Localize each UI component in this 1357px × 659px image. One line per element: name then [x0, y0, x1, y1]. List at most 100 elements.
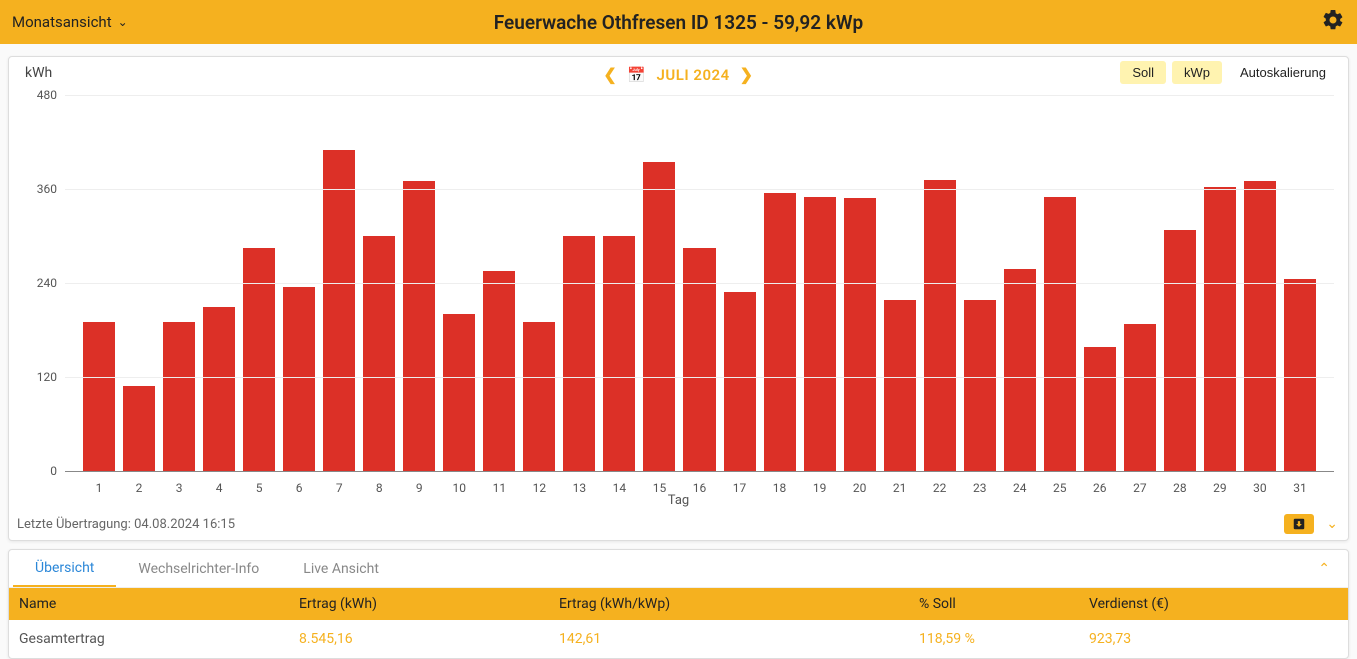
- chart-expand-toggle[interactable]: ⌄: [1326, 516, 1338, 532]
- top-bar: Monatsansicht ⌄ Feuerwache Othfresen ID …: [0, 0, 1357, 44]
- x-tick: 20: [853, 481, 867, 495]
- bar[interactable]: [924, 180, 956, 471]
- bar[interactable]: [1124, 324, 1156, 471]
- bar[interactable]: [363, 236, 395, 471]
- autoscale-toggle[interactable]: Autoskalierung: [1228, 61, 1338, 84]
- x-tick: 15: [653, 481, 667, 495]
- bar[interactable]: [1284, 279, 1316, 471]
- chart-area: 0120240360480123456789101112131415161718…: [65, 95, 1334, 495]
- soll-toggle[interactable]: Soll: [1120, 61, 1166, 84]
- x-tick: 14: [613, 481, 627, 495]
- x-tick: 18: [773, 481, 787, 495]
- gear-icon[interactable]: [1321, 8, 1345, 36]
- bar[interactable]: [724, 292, 756, 471]
- chevron-down-icon: ⌄: [118, 15, 128, 29]
- cell-name: Gesamtertrag: [9, 631, 299, 647]
- cell-ertragkwp: 142,61: [559, 631, 919, 647]
- x-tick: 26: [1093, 481, 1107, 495]
- bar[interactable]: [643, 162, 675, 471]
- month-navigator: ❮ 📅 JULI 2024 ❯: [603, 65, 753, 84]
- next-month-button[interactable]: ❯: [740, 65, 754, 84]
- col-header-verdienst: Verdienst (€): [1089, 596, 1348, 612]
- card-collapse-toggle[interactable]: ⌃: [1318, 561, 1344, 577]
- bar[interactable]: [243, 248, 275, 471]
- x-tick: 1: [96, 481, 103, 495]
- bar[interactable]: [403, 181, 435, 471]
- bar[interactable]: [163, 322, 195, 471]
- x-tick: 5: [256, 481, 263, 495]
- y-tick: 360: [21, 182, 65, 196]
- bar[interactable]: [83, 322, 115, 471]
- bar[interactable]: [764, 193, 796, 471]
- grid-line: [65, 471, 1334, 472]
- bar[interactable]: [1004, 269, 1036, 471]
- cell-ertrag: 8.545,16: [299, 631, 559, 647]
- grid-line: [65, 283, 1334, 284]
- tab-übersicht[interactable]: Übersicht: [13, 550, 116, 587]
- grid-line: [65, 189, 1334, 190]
- x-tick: 24: [1013, 481, 1027, 495]
- last-update-label: Letzte Übertragung: 04.08.2024 16:15: [17, 517, 235, 532]
- col-header-name: Name: [9, 596, 299, 612]
- x-tick: 12: [533, 481, 547, 495]
- x-tick: 6: [296, 481, 303, 495]
- x-tick: 25: [1053, 481, 1067, 495]
- x-tick: 28: [1173, 481, 1187, 495]
- bar[interactable]: [443, 314, 475, 471]
- bar[interactable]: [683, 248, 715, 471]
- y-axis-unit: kWh: [25, 65, 52, 81]
- bar[interactable]: [123, 386, 155, 471]
- bar[interactable]: [283, 287, 315, 471]
- x-tick: 23: [973, 481, 987, 495]
- col-header-ertragkwp: Ertrag (kWh/kWp): [559, 596, 919, 612]
- x-tick: 8: [376, 481, 383, 495]
- bar[interactable]: [483, 271, 515, 471]
- bar[interactable]: [1244, 181, 1276, 471]
- kwp-toggle[interactable]: kWp: [1172, 61, 1222, 84]
- grid-line: [65, 377, 1334, 378]
- bar[interactable]: [203, 307, 235, 472]
- x-tick: 31: [1293, 481, 1307, 495]
- x-axis-title: Tag: [19, 493, 1338, 508]
- bar[interactable]: [884, 300, 916, 471]
- export-button[interactable]: [1284, 514, 1314, 534]
- x-tick: 4: [216, 481, 223, 495]
- x-tick: 3: [176, 481, 183, 495]
- summary-card: ÜbersichtWechselrichter-InfoLive Ansicht…: [8, 549, 1349, 659]
- x-tick: 21: [893, 481, 907, 495]
- calendar-icon[interactable]: 📅: [627, 66, 646, 84]
- x-tick: 27: [1133, 481, 1147, 495]
- view-selector[interactable]: Monatsansicht ⌄: [12, 13, 128, 31]
- bar[interactable]: [964, 300, 996, 471]
- prev-month-button[interactable]: ❮: [603, 65, 617, 84]
- bar[interactable]: [1164, 230, 1196, 471]
- tab-wechselrichter-info[interactable]: Wechselrichter-Info: [116, 550, 281, 587]
- col-header-ertrag: Ertrag (kWh): [299, 596, 559, 612]
- y-tick: 0: [21, 464, 65, 478]
- chart-card: kWh ❮ 📅 JULI 2024 ❯ Soll kWp Autoskalier…: [8, 56, 1349, 541]
- x-tick: 17: [733, 481, 747, 495]
- bar[interactable]: [1044, 197, 1076, 471]
- bar[interactable]: [563, 236, 595, 471]
- cell-verdienst: 923,73: [1089, 631, 1348, 647]
- tab-live-ansicht[interactable]: Live Ansicht: [281, 550, 401, 587]
- bar[interactable]: [844, 198, 876, 471]
- bar[interactable]: [603, 236, 635, 471]
- x-tick: 9: [416, 481, 423, 495]
- y-tick: 120: [21, 370, 65, 384]
- x-tick: 30: [1253, 481, 1267, 495]
- x-tick: 11: [493, 481, 507, 495]
- page-title: Feuerwache Othfresen ID 1325 - 59,92 kWp: [494, 11, 863, 34]
- bar[interactable]: [804, 197, 836, 471]
- bar[interactable]: [1204, 187, 1236, 471]
- table-row: Gesamtertrag 8.545,16 142,61 118,59 % 92…: [9, 620, 1348, 658]
- table-header: Name Ertrag (kWh) Ertrag (kWh/kWp) % Sol…: [9, 588, 1348, 620]
- bar[interactable]: [1084, 347, 1116, 471]
- tabs-row: ÜbersichtWechselrichter-InfoLive Ansicht…: [9, 550, 1348, 588]
- grid-line: [65, 95, 1334, 96]
- x-tick: 13: [573, 481, 587, 495]
- x-tick: 7: [336, 481, 343, 495]
- bar[interactable]: [523, 322, 555, 471]
- bar[interactable]: [323, 150, 355, 471]
- month-label: JULI 2024: [657, 66, 730, 84]
